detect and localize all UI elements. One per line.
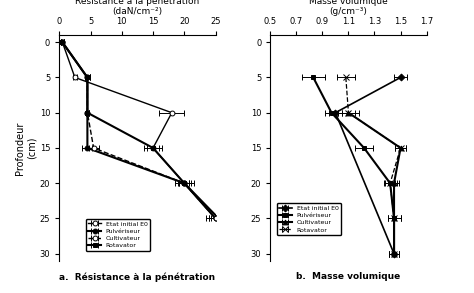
Text: b.  Masse volumique: b. Masse volumique <box>296 272 401 281</box>
Legend: Etat initial E0, Pulvériseur, Cultivateur, Rotavator: Etat initial E0, Pulvériseur, Cultivateu… <box>276 203 341 235</box>
Legend: Etat initial E0, Pulvériseur, Cultivateur, Rotavator: Etat initial E0, Pulvériseur, Cultivateu… <box>86 219 150 251</box>
Y-axis label: Profondeur
(cm): Profondeur (cm) <box>15 121 37 175</box>
X-axis label: Résistance à la pénétration
(daN/cm⁻²): Résistance à la pénétration (daN/cm⁻²) <box>75 0 200 16</box>
X-axis label: Masse volumique
(g/cm⁻³): Masse volumique (g/cm⁻³) <box>309 0 388 16</box>
Text: a.  Résistance à la pénétration: a. Résistance à la pénétration <box>59 272 216 282</box>
